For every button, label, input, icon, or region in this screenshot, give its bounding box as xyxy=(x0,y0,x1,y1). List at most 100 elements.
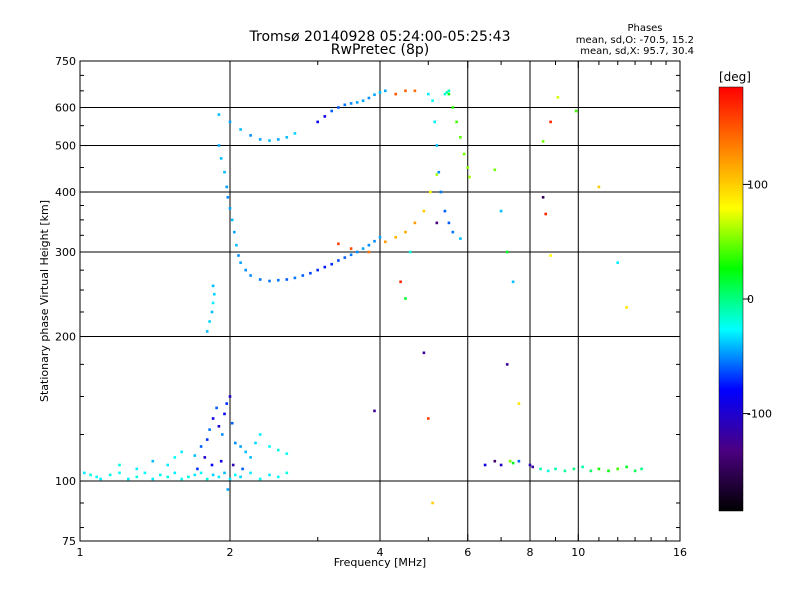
data-point xyxy=(268,473,271,477)
data-point xyxy=(83,471,86,475)
data-point xyxy=(226,196,230,199)
chart-subtitle: RwPretec (8p) xyxy=(331,42,429,58)
x-tick-label: 8 xyxy=(527,546,534,559)
data-point xyxy=(597,185,601,189)
data-point xyxy=(285,278,289,281)
y-tick-label: 500 xyxy=(55,140,76,153)
data-point xyxy=(285,452,289,455)
data-point xyxy=(258,278,262,281)
data-point xyxy=(228,120,232,124)
data-point xyxy=(99,477,102,481)
data-point xyxy=(258,433,262,436)
data-point xyxy=(435,144,439,147)
data-point xyxy=(505,250,509,254)
data-point xyxy=(219,459,223,463)
data-point xyxy=(378,236,382,239)
data-point xyxy=(193,473,197,477)
data-point xyxy=(239,128,242,131)
data-point xyxy=(528,463,532,467)
data-point xyxy=(616,467,619,471)
data-point xyxy=(210,463,214,467)
data-point xyxy=(422,351,426,355)
data-point xyxy=(349,247,353,250)
data-point xyxy=(211,284,215,288)
data-point xyxy=(277,138,280,141)
data-point xyxy=(361,99,365,102)
data-point xyxy=(459,136,462,139)
data-point xyxy=(118,471,121,475)
data-point xyxy=(217,475,221,479)
data-point xyxy=(196,467,199,471)
data-point xyxy=(451,106,455,109)
data-point xyxy=(118,463,121,467)
data-point xyxy=(499,463,503,467)
data-point xyxy=(239,445,242,448)
data-point xyxy=(556,96,560,99)
data-point xyxy=(531,465,534,469)
data-point xyxy=(384,240,387,244)
data-point xyxy=(539,467,542,471)
data-point xyxy=(205,477,209,481)
data-point xyxy=(151,459,155,463)
data-point xyxy=(554,467,557,471)
y-tick-label: 75 xyxy=(62,535,76,548)
data-point xyxy=(173,471,177,475)
y-tick-label: 600 xyxy=(55,102,76,115)
data-point xyxy=(241,467,244,471)
data-point xyxy=(607,469,610,473)
data-point xyxy=(225,185,228,189)
colorbar-tick-label: 100 xyxy=(747,178,768,191)
data-point xyxy=(437,170,441,174)
data-point xyxy=(549,254,552,257)
data-point xyxy=(277,475,280,479)
y-axis-label: Stationary phase Virtual Height [km] xyxy=(38,200,51,402)
data-point xyxy=(549,120,552,124)
data-point xyxy=(337,106,340,109)
data-point xyxy=(422,209,426,213)
colorbar-ticks: 100 0 -100 xyxy=(743,178,772,421)
data-point xyxy=(108,473,112,477)
data-point xyxy=(546,469,550,473)
data-point xyxy=(228,395,232,398)
data-point xyxy=(431,99,434,102)
data-point xyxy=(466,166,469,169)
data-point xyxy=(285,471,289,475)
data-point xyxy=(343,103,347,107)
data-point xyxy=(517,402,521,405)
data-point xyxy=(217,144,221,147)
data-point xyxy=(166,463,169,467)
data-point xyxy=(597,467,601,471)
x-axis-ticks: 1 2 4 6 8 10 16 xyxy=(77,61,687,559)
data-point xyxy=(616,261,619,264)
data-point xyxy=(447,221,451,225)
data-point xyxy=(208,428,211,431)
data-point xyxy=(563,469,567,473)
data-point xyxy=(459,237,462,240)
data-point xyxy=(337,242,340,246)
data-point xyxy=(373,93,376,96)
data-point xyxy=(589,469,593,473)
data-point xyxy=(511,280,515,284)
phases-title: Phases xyxy=(627,23,662,34)
data-point xyxy=(244,268,247,272)
data-point xyxy=(413,221,417,225)
data-point xyxy=(378,91,382,94)
data-point xyxy=(367,250,371,254)
data-point xyxy=(447,92,451,96)
colorbar-tick-label: 0 xyxy=(747,293,754,306)
data-point xyxy=(226,488,230,491)
y-tick-label: 100 xyxy=(55,475,76,488)
y-tick-label: 200 xyxy=(55,331,76,344)
data-point xyxy=(268,139,271,142)
data-point xyxy=(180,477,183,481)
data-point xyxy=(361,247,365,250)
data-point xyxy=(211,473,215,477)
data-point xyxy=(95,475,98,479)
data-point xyxy=(239,475,242,479)
data-point xyxy=(404,230,407,234)
data-point xyxy=(541,196,545,199)
data-point xyxy=(517,459,521,463)
data-point xyxy=(581,465,584,469)
data-point xyxy=(511,461,515,465)
data-point xyxy=(427,417,430,420)
